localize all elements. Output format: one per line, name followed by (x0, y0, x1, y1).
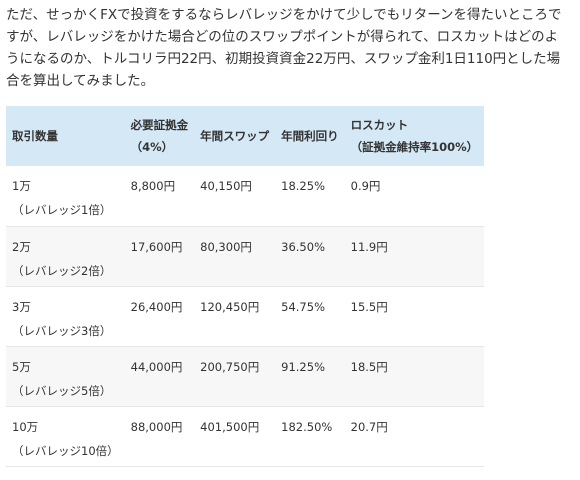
cell-text: 1万 (12, 179, 31, 193)
cell-text: （レバレッジ3倍） (12, 323, 112, 338)
table-cell: 200,750円 (194, 346, 276, 407)
header-cell: 取引数量 (6, 106, 125, 166)
cell-text: （レバレッジ1倍） (12, 203, 112, 217)
table-cell: 10万 （レバレッジ10倍） (6, 406, 125, 467)
cell-text: 18.25% (281, 179, 325, 193)
table-cell: 91.25% (275, 346, 345, 407)
cell-text: 18.5円 (350, 359, 388, 374)
table-row: 1万 （レバレッジ1倍） 8,800円 40,150円 18.25% 0.9円 (6, 166, 485, 227)
table-cell: 11.9円 (344, 226, 485, 287)
cell-text: 182.50% (281, 419, 333, 434)
cell-text: 年間スワップ (200, 129, 270, 143)
table-cell: 17,600円 (124, 226, 195, 287)
cell-text: 取引数量 (12, 129, 58, 143)
table-cell: 3万 （レバレッジ3倍） (6, 286, 125, 347)
cell-text: 200,750円 (200, 359, 260, 374)
table-row: 10万 （レバレッジ10倍） 88,000円 401,500円 182.50% 20.7円 (6, 406, 485, 467)
cell-text: 0.9円 (350, 179, 381, 193)
cell-text: 401,500円 (200, 419, 260, 434)
table-cell: 8,800円 (124, 166, 195, 227)
table-cell: 5万 （レバレッジ5倍） (6, 346, 125, 407)
header-cell: ロスカット （証拠金維持率100%） (344, 106, 485, 166)
table-cell: 26,400円 (124, 286, 195, 347)
table-cell: 44,000円 (124, 346, 195, 407)
cell-text: （レバレッジ2倍） (12, 263, 112, 278)
table-cell: 40,150円 (194, 166, 276, 227)
table-row: 2万 （レバレッジ2倍） 17,600円 80,300円 36.50% 11.9円 (6, 226, 485, 287)
cell-text: 20.7円 (350, 419, 388, 434)
cell-text: （レバレッジ10倍） (12, 443, 119, 458)
table-cell: 401,500円 (194, 406, 276, 467)
cell-text: 40,150円 (200, 179, 252, 193)
table-cell: 2万 （レバレッジ2倍） (6, 226, 125, 287)
cell-text: （4%） (130, 140, 174, 154)
table-cell: 88,000円 (124, 406, 195, 467)
table-cell: 20.7円 (344, 406, 485, 467)
cell-text: 年間利回り (281, 129, 339, 143)
table-body: 1万 （レバレッジ1倍） 8,800円 40,150円 18.25% 0.9円 2万 （レバレ… (6, 166, 485, 467)
cell-text: 5万 (12, 359, 31, 374)
table-cell: 18.5円 (344, 346, 485, 407)
cell-text: ロスカット (350, 118, 409, 132)
leverage-table: 取引数量 必要証拠金 （4%） 年間スワップ 年間利回り ロスカット （証拠金維持率100%… (6, 106, 485, 467)
table-cell: 18.25% (275, 166, 345, 227)
table-row: 3万 （レバレッジ3倍） 26,400円 120,450円 54.75% 15.5円 (6, 286, 485, 347)
cell-text: 11.9円 (350, 239, 388, 254)
table-row: 5万 （レバレッジ5倍） 44,000円 200,750円 91.25% 18.5円 (6, 346, 485, 407)
table-cell: 36.50% (275, 226, 345, 287)
cell-text: 91.25% (281, 359, 325, 374)
table-cell: 15.5円 (344, 286, 485, 347)
table-cell: 120,450円 (194, 286, 276, 347)
intro-paragraph: ただ、せっかくFXで投資をするならレバレッジをかけて少しでもリターンを得たいとこ… (6, 7, 562, 89)
table-cell: 80,300円 (194, 226, 276, 287)
cell-text: 必要証拠金 (130, 118, 189, 132)
cell-text: 10万 (12, 419, 39, 434)
cell-text: 54.75% (281, 299, 325, 314)
cell-text: （証拠金維持率100%） (350, 140, 479, 154)
cell-text: 8,800円 (130, 179, 176, 193)
cell-text: 80,300円 (200, 239, 252, 254)
table-cell: 1万 （レバレッジ1倍） (6, 166, 125, 227)
cell-text: 44,000円 (130, 359, 183, 374)
header-cell: 年間利回り (275, 106, 345, 166)
cell-text: 120,450円 (200, 299, 260, 314)
table-cell: 54.75% (275, 286, 345, 347)
cell-text: 3万 (12, 299, 31, 314)
table-cell: 182.50% (275, 406, 345, 467)
cell-text: 88,000円 (130, 419, 183, 434)
header-cell: 必要証拠金 （4%） (124, 106, 195, 166)
header-row: 取引数量 必要証拠金 （4%） 年間スワップ 年間利回り ロスカット （証拠金維持率100%… (6, 106, 485, 166)
cell-text: 15.5円 (350, 299, 388, 314)
table-cell: 0.9円 (344, 166, 485, 227)
header-cell: 年間スワップ (194, 106, 276, 166)
cell-text: （レバレッジ5倍） (12, 383, 112, 398)
cell-text: 36.50% (281, 239, 325, 254)
cell-text: 17,600円 (130, 239, 183, 254)
cell-text: 26,400円 (130, 299, 183, 314)
cell-text: 2万 (12, 239, 31, 254)
